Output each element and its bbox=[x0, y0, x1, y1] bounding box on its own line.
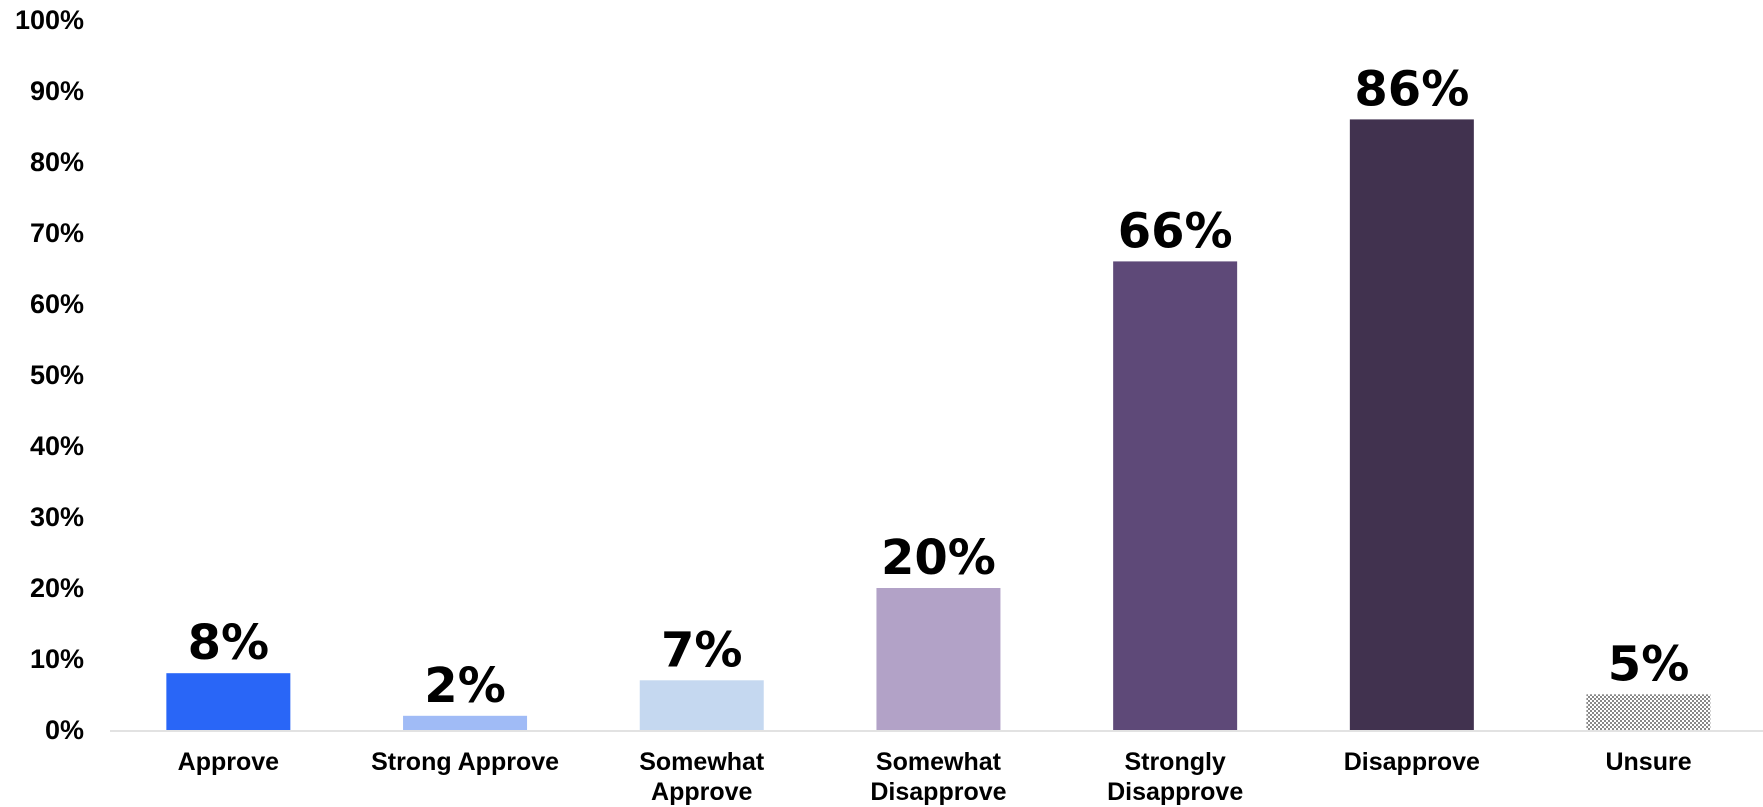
y-tick-label: 70% bbox=[30, 218, 84, 248]
x-tick-label: Approve bbox=[178, 748, 280, 776]
data-label: 66% bbox=[1118, 203, 1233, 259]
bar bbox=[1586, 694, 1711, 730]
data-label: 2% bbox=[424, 658, 506, 714]
data-label: 5% bbox=[1608, 637, 1690, 693]
x-tick-label: Disapprove bbox=[1107, 778, 1243, 806]
bar bbox=[1113, 261, 1238, 730]
y-tick-label: 30% bbox=[30, 502, 84, 532]
bar bbox=[403, 715, 528, 730]
y-tick-label: 20% bbox=[30, 573, 84, 603]
x-tick-label: Unsure bbox=[1605, 748, 1691, 776]
data-label: 7% bbox=[661, 622, 743, 678]
data-label: 86% bbox=[1354, 61, 1469, 117]
y-tick-label: 80% bbox=[30, 147, 84, 177]
y-tick-label: 50% bbox=[30, 360, 84, 390]
bar bbox=[876, 588, 1001, 730]
x-axis: Approve Strong Approve SomewhatApproveSome… bbox=[178, 748, 1692, 806]
bars bbox=[166, 119, 1711, 730]
data-label: 20% bbox=[881, 530, 996, 586]
bar bbox=[1349, 119, 1474, 730]
y-tick-label: 0% bbox=[45, 715, 84, 745]
x-tick-label: Somewhat bbox=[876, 748, 1002, 776]
x-tick-label: Strongly bbox=[1124, 748, 1225, 776]
data-label: 8% bbox=[188, 615, 270, 671]
x-tick-label: Strong Approve bbox=[371, 748, 559, 776]
y-tick-label: 40% bbox=[30, 431, 84, 461]
y-tick-label: 100% bbox=[15, 5, 84, 35]
x-tick-label: Approve bbox=[651, 778, 753, 806]
y-tick-label: 10% bbox=[30, 644, 84, 674]
y-axis: 0% 10% 20% 30% 40% 50% 60% 70% 80% 90% 100% bbox=[15, 5, 84, 745]
data-labels: 8% 2% 7% 20% 66% 86% 5% bbox=[188, 61, 1690, 713]
bar bbox=[166, 673, 291, 730]
y-tick-label: 90% bbox=[30, 76, 84, 106]
y-tick-label: 60% bbox=[30, 289, 84, 319]
x-tick-label: Disapprove bbox=[1344, 748, 1480, 776]
x-tick-label: Somewhat bbox=[639, 748, 765, 776]
x-tick-label: Disapprove bbox=[870, 778, 1006, 806]
bar bbox=[639, 680, 764, 730]
